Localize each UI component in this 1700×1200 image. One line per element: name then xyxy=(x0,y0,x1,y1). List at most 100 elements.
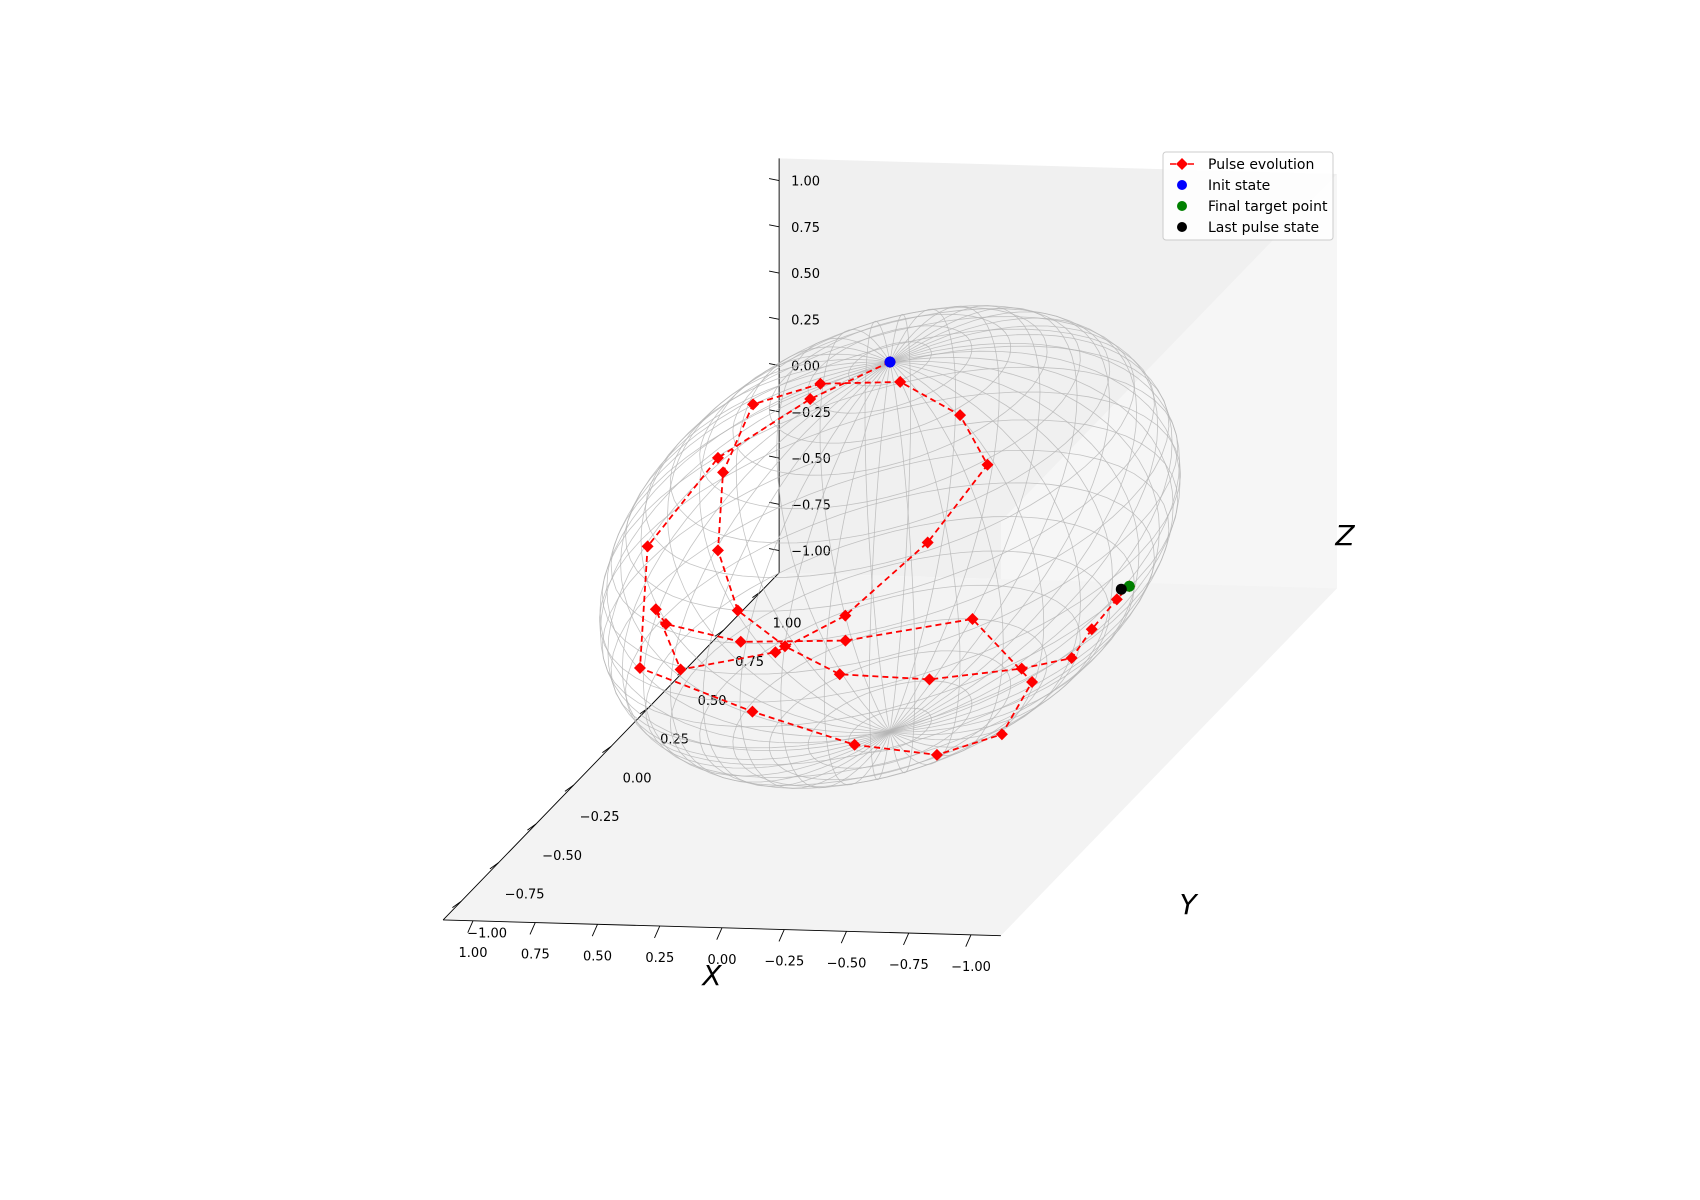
sphere-meridian-line xyxy=(889,342,1181,733)
pulse-evolution-marker xyxy=(995,728,1008,741)
pulse-evolution-marker xyxy=(839,634,852,647)
sphere-meridian-line xyxy=(889,305,1000,733)
pulse-evolution-marker xyxy=(711,451,724,464)
sphere-meridian-line xyxy=(889,361,1004,757)
diamond-marker-icon xyxy=(1176,158,1188,170)
pulse-evolution-marker xyxy=(930,748,943,761)
y-tick-mark xyxy=(489,862,499,870)
legend-label: Final target point xyxy=(1208,199,1328,215)
y-tick-mark xyxy=(564,784,574,792)
sphere-wireframe xyxy=(598,305,1182,789)
y-tick-mark xyxy=(639,707,649,715)
x-tick-label: −0.25 xyxy=(764,955,804,970)
sphere-meridian-line xyxy=(823,361,891,786)
pulse-evolution-marker xyxy=(1026,675,1039,688)
pulse-evolution-marker xyxy=(814,377,827,390)
pulse-evolution-marker xyxy=(779,640,791,653)
y-tick-label: −0.75 xyxy=(505,888,545,903)
black-dot-icon xyxy=(1177,222,1187,232)
sphere-meridian-line xyxy=(889,305,1041,733)
x-tick-mark xyxy=(965,934,972,947)
sphere-meridian-line xyxy=(889,360,1160,733)
x-tick-mark xyxy=(778,929,785,942)
pulse-evolution-marker xyxy=(921,536,934,549)
last-pulse-state-point xyxy=(1115,583,1127,595)
pulse-evolution-marker xyxy=(833,668,846,681)
sphere-meridian-line xyxy=(620,361,891,734)
pulse-evolution-marker xyxy=(839,609,852,622)
x-tick-mark xyxy=(840,931,847,944)
x-tick-label: −0.50 xyxy=(827,956,867,971)
y-tick-label: 0.50 xyxy=(698,694,727,709)
pulse-evolution-marker xyxy=(804,393,817,405)
pulse-evolution-marker xyxy=(1015,662,1028,675)
legend: Pulse evolution Init state Final target … xyxy=(1162,151,1334,241)
z-tick-label: 0.50 xyxy=(791,267,820,282)
sphere-meridian-line xyxy=(889,317,1138,733)
x-tick-label: 0.75 xyxy=(521,948,550,963)
pulse-evolution-marker xyxy=(649,603,662,616)
sphere-meridian-line xyxy=(889,313,911,733)
sphere-meridian-line xyxy=(642,361,891,777)
x-tick-mark xyxy=(903,932,910,946)
pulse-evolution-marker xyxy=(954,409,967,422)
pulse-evolution-marker xyxy=(734,635,747,648)
sphere-meridian-line xyxy=(864,320,891,733)
pulse-evolution-marker xyxy=(894,375,907,388)
sphere-meridian-line xyxy=(889,308,957,733)
pulse-evolution-marker xyxy=(633,661,646,674)
x-tick-label: 1.00 xyxy=(459,946,488,961)
sphere-meridian-line xyxy=(889,361,916,774)
init-state-point xyxy=(884,356,896,368)
green-dot-icon xyxy=(1177,201,1187,211)
pulse-evolution-marker xyxy=(1065,651,1078,664)
axes-panes xyxy=(443,158,1337,936)
sphere-meridian-line xyxy=(889,325,1159,733)
sphere-meridian-line xyxy=(889,311,1111,733)
y-tick-mark xyxy=(752,590,762,598)
sphere-meridian-line xyxy=(889,361,961,766)
sphere-meridian-line xyxy=(606,361,891,737)
legend-frame xyxy=(1162,151,1334,241)
blue-dot-icon xyxy=(1177,180,1187,190)
sphere-meridian-line xyxy=(776,337,891,733)
x-tick-mark xyxy=(654,925,661,939)
sphere-meridian-line xyxy=(889,361,1113,736)
pulse-evolution-marker xyxy=(674,663,687,676)
z-tick-mark xyxy=(769,455,780,459)
y-tick-mark xyxy=(527,823,537,831)
legend-entry-init-state: Init state xyxy=(1177,178,1270,194)
sphere-meridian-line xyxy=(621,361,891,769)
sphere-meridian-line xyxy=(889,350,1181,733)
z-tick-mark xyxy=(769,270,780,274)
data-series xyxy=(633,356,1136,761)
y-tick-label: −0.50 xyxy=(542,849,582,864)
y-tick-mark xyxy=(602,745,612,753)
pulse-evolution-marker xyxy=(848,738,861,751)
y-tick-mark xyxy=(452,900,462,908)
y-tick-label: 0.00 xyxy=(623,771,652,786)
sphere-meridian-line xyxy=(889,361,1140,733)
pulse-evolution-marker xyxy=(1110,593,1123,606)
sphere-meridian-line xyxy=(869,361,891,781)
x-tick-mark xyxy=(716,927,723,940)
z-tick-mark xyxy=(769,224,780,228)
pulse-evolution-marker xyxy=(981,458,994,471)
pulse-evolution-marker xyxy=(711,544,724,557)
sphere-meridian-line xyxy=(640,361,891,733)
z-tick-mark xyxy=(769,316,780,320)
legend-label: Pulse evolution xyxy=(1208,157,1314,173)
legend-entry-final-target-point: Final target point xyxy=(1177,199,1328,215)
x-tick-mark xyxy=(529,922,536,935)
z-axis-label: Z xyxy=(1334,519,1355,552)
y-tick-label: −0.25 xyxy=(580,810,620,825)
z-tick-mark xyxy=(769,501,780,505)
y-axis-label: Y xyxy=(1179,888,1198,921)
sphere-meridian-line xyxy=(599,361,891,751)
legend-entry-pulse-evolution: Pulse evolution xyxy=(1170,157,1314,173)
pulse-evolution-line xyxy=(639,361,1130,756)
sphere-meridian-line xyxy=(599,361,891,744)
x-tick-mark xyxy=(591,924,598,937)
sphere-meridian-line xyxy=(889,361,1081,741)
